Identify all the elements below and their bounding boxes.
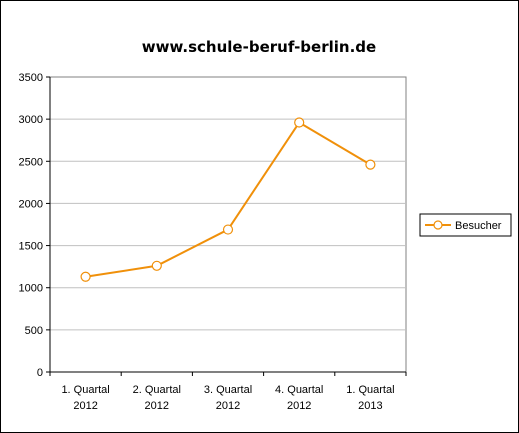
x-tick-label: 3. Quartal 2012 [204, 384, 252, 412]
y-tick-label: 3500 [19, 72, 43, 84]
x-tick-label: 1. Quartal 2012 [61, 384, 109, 412]
y-tick-label: 0 [37, 367, 43, 379]
legend-box [419, 213, 512, 237]
x-tick-label: 4. Quartal 2012 [275, 384, 323, 412]
legend-label-besucher: Besucher [455, 220, 502, 232]
y-axis: 0 500 1000 1500 2000 2500 3000 3500 [19, 72, 51, 379]
y-tick-label: 2500 [19, 156, 43, 168]
data-point [80, 271, 91, 282]
legend-point-marker [433, 220, 443, 230]
data-point [222, 224, 234, 235]
x-tick-label: 2. Quartal 2012 [133, 384, 181, 412]
y-tick-label: 1000 [19, 283, 43, 295]
y-tick-label: 2000 [19, 198, 43, 210]
y-tick-label: 1500 [19, 241, 43, 253]
y-tick-label: 3000 [19, 114, 43, 126]
x-axis: 1. Quartal 2012 2. Quartal 2012 3. Quartal 20… [49, 371, 407, 412]
data-point [151, 260, 162, 271]
gridlines [50, 118, 406, 331]
x-tick-label: 1. Quartal 2013 [346, 384, 394, 412]
y-tick-label: 500 [25, 325, 43, 337]
data-point [365, 159, 376, 170]
chart-title: www.schule-beruf-berlin.de [142, 38, 376, 56]
legend: Besucher [419, 213, 512, 237]
series-besucher [80, 117, 376, 282]
data-point [294, 117, 305, 128]
